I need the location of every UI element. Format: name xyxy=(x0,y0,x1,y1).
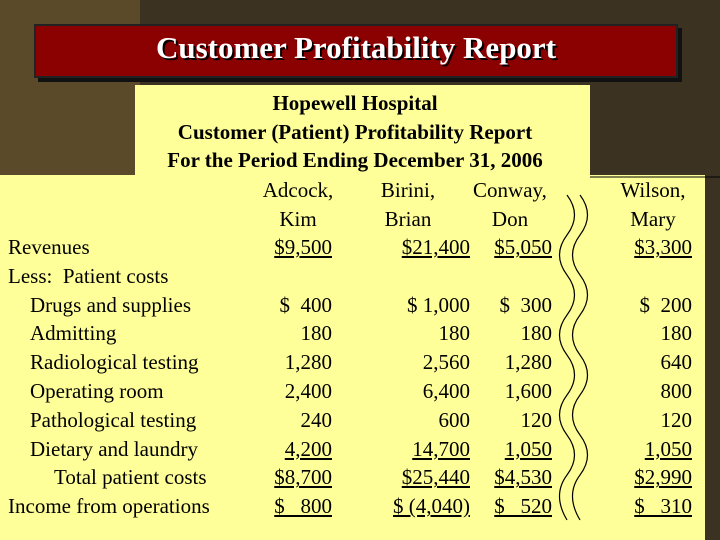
cell: $4,530 xyxy=(494,465,552,490)
row-label: Pathological testing xyxy=(30,407,197,432)
cell: $3,300 xyxy=(634,235,692,259)
cell: 1,600 xyxy=(504,379,552,403)
cell: 180 xyxy=(300,321,333,346)
cell: 1,050 xyxy=(504,436,552,461)
row-label: Radiological testing xyxy=(30,350,199,375)
column-header: Kim xyxy=(279,207,317,231)
cell: 6,400 xyxy=(422,379,470,403)
title-banner xyxy=(34,24,678,78)
cell: $9,500 xyxy=(274,235,332,259)
cell: 180 xyxy=(438,321,471,346)
cell: $ 520 xyxy=(494,494,552,519)
cell: 1,050 xyxy=(644,436,692,461)
cell: $ 800 xyxy=(274,494,332,519)
cell: 600 xyxy=(438,407,471,432)
column-header: Wilson, xyxy=(620,178,686,202)
cell: 1,280 xyxy=(284,350,332,375)
row-label: Drugs and supplies xyxy=(30,292,191,317)
cell: 120 xyxy=(520,407,553,432)
cell: $2,990 xyxy=(634,465,692,490)
column-header: Conway, xyxy=(473,178,547,202)
heading-line: For the Period Ending December 31, 2006 xyxy=(167,148,543,172)
cell: 180 xyxy=(520,321,553,346)
cell: 14,700 xyxy=(412,436,470,461)
row-label: Less: Patient costs xyxy=(8,263,169,288)
column-header: Brian xyxy=(384,207,432,231)
column-header: Adcock, xyxy=(262,178,334,202)
cell: 640 xyxy=(660,350,693,375)
row-label: Admitting xyxy=(30,321,117,346)
cell: 120 xyxy=(660,407,693,432)
cell: $ 300 xyxy=(499,292,553,317)
cell: $25,440 xyxy=(401,465,470,490)
cell: 2,400 xyxy=(284,379,332,403)
cell: $8,700 xyxy=(274,465,332,490)
cell: 2,560 xyxy=(422,350,470,375)
row-label: Income from operations xyxy=(8,494,210,519)
column-header: Don xyxy=(491,207,529,231)
cell: 4,200 xyxy=(284,436,332,461)
column-header: Birini, xyxy=(380,178,436,202)
cell: 800 xyxy=(660,379,693,403)
row-label: Operating room xyxy=(30,379,164,403)
cell: $5,050 xyxy=(494,235,552,259)
column-header: Mary xyxy=(630,207,676,231)
title: Customer Profitability Report xyxy=(155,30,557,65)
cell: 180 xyxy=(660,321,693,346)
cell: $ 200 xyxy=(639,292,693,317)
cell: $ (4,040) xyxy=(393,494,470,519)
yellow-area xyxy=(0,175,705,540)
heading-line: Hopewell Hospital xyxy=(272,91,438,115)
row-label: Dietary and laundry xyxy=(30,436,198,461)
heading-line: Customer (Patient) Profitability Report xyxy=(177,119,533,144)
cell: $ 1,000 xyxy=(407,292,470,317)
row-label: Revenues xyxy=(8,235,90,259)
cell: 240 xyxy=(300,407,333,432)
break-line xyxy=(558,194,576,521)
cell: $ 400 xyxy=(279,292,333,317)
cell: $ 310 xyxy=(634,494,692,519)
cell: $21,400 xyxy=(401,235,470,259)
break-line xyxy=(571,194,589,521)
row-label: Total patient costs xyxy=(54,465,207,490)
yellow-area xyxy=(135,85,590,177)
cell: 1,280 xyxy=(504,350,552,375)
